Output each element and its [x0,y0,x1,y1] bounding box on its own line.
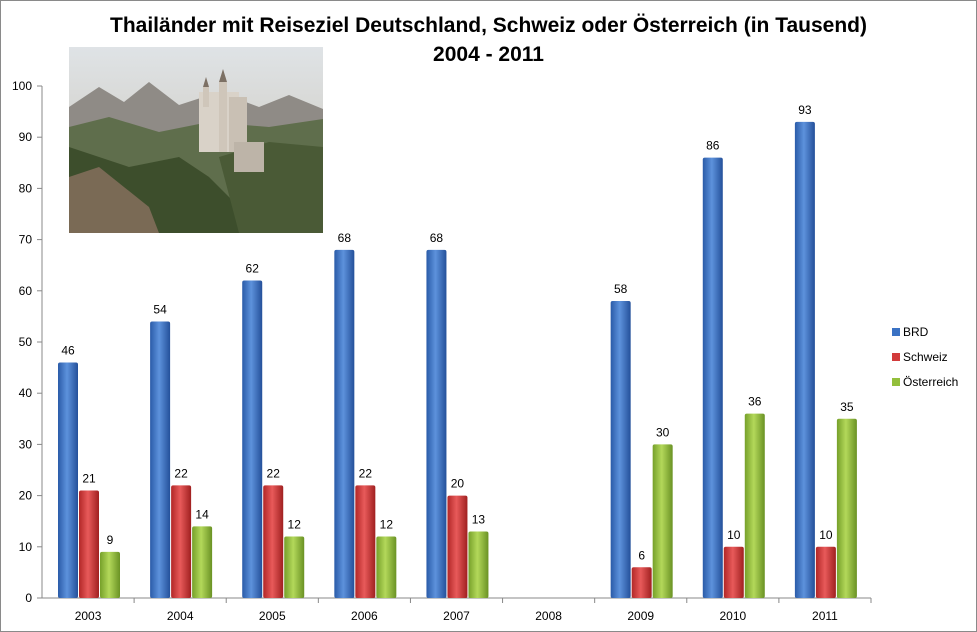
bar-oesterreich [376,536,397,598]
bar-oesterreich [192,526,213,598]
data-label: 30 [656,425,670,439]
y-tick-label: 70 [19,233,33,247]
y-tick-label: 40 [19,386,33,400]
bar-oesterreich [744,413,765,598]
y-tick-label: 100 [12,79,32,93]
data-label: 54 [153,303,167,317]
data-label: 36 [748,395,762,409]
subtitle-line: 2004 - 2011 [433,43,544,66]
x-tick-label: 2011 [812,609,838,623]
data-label: 22 [267,466,281,480]
bar-schweiz [447,495,468,598]
bar-brd [242,280,263,598]
legend-swatch-brd [892,327,900,336]
data-label: 10 [819,528,833,542]
bar-oesterreich [652,444,673,598]
legend-label: BRD [903,324,929,339]
castle-photo [69,47,323,233]
bar-oesterreich [284,536,305,598]
y-tick-label: 80 [19,181,33,195]
legend-swatch-oesterreich [892,377,900,386]
data-label: 58 [614,282,628,296]
bar-brd [610,301,631,598]
data-label: 68 [430,231,444,245]
legend-label: Österreich [903,374,959,389]
bar-brd [702,157,723,598]
bar-oesterreich [836,418,857,598]
bar-brd [426,249,447,598]
legend-item-oesterreich: Österreich [892,369,958,394]
bar-oesterreich [468,531,489,598]
bar-brd [58,362,78,598]
data-label: 22 [174,466,188,480]
x-tick-label: 2007 [443,609,470,623]
y-tick-label: 60 [19,284,33,298]
bar-oesterreich [100,551,120,598]
data-label: 12 [380,518,394,532]
data-label: 9 [107,533,114,547]
legend-item-schweiz: Schweiz [892,344,958,369]
bar-schweiz [171,485,192,598]
x-tick-label: 2010 [719,609,746,623]
title-line: Thailänder mit Reiseziel Deutschland, Sc… [110,14,867,37]
x-tick-label: 2009 [627,609,654,623]
bar-schweiz [631,567,652,598]
data-label: 20 [451,477,465,491]
chart-legend: BRD Schweiz Österreich [892,319,958,394]
x-tick-label: 2004 [167,609,194,623]
bar-schweiz [263,485,284,598]
x-tick-label: 2003 [75,609,102,623]
y-tick-label: 0 [25,591,32,605]
y-tick-label: 50 [19,335,33,349]
data-label: 93 [798,103,812,117]
x-tick-label: 2005 [259,609,286,623]
chart-title: Thailänder mit Reiseziel Deutschland, Sc… [1,11,976,69]
y-tick-label: 20 [19,489,33,503]
bar-schweiz [815,546,836,598]
y-tick-label: 10 [19,540,33,554]
y-tick-label: 90 [19,130,33,144]
data-label: 14 [195,507,209,521]
data-label: 46 [61,343,75,357]
y-tick-label: 30 [19,437,33,451]
data-label: 6 [638,548,645,562]
legend-swatch-schweiz [892,352,900,361]
x-tick-label: 2008 [535,609,562,623]
data-label: 35 [840,400,854,414]
bar-schweiz [79,490,99,598]
data-label: 21 [82,471,96,485]
data-label: 22 [359,466,373,480]
bar-brd [334,249,355,598]
data-label: 13 [472,512,486,526]
data-label: 86 [706,139,720,153]
data-label: 10 [727,528,741,542]
legend-item-brd: BRD [892,319,958,344]
bar-brd [794,121,815,598]
data-label: 68 [338,231,352,245]
x-tick-label: 2006 [351,609,378,623]
bar-brd [150,321,171,598]
bar-schweiz [355,485,376,598]
data-label: 12 [288,518,302,532]
data-label: 62 [246,262,260,276]
bar-schweiz [723,546,744,598]
legend-label: Schweiz [903,349,948,364]
